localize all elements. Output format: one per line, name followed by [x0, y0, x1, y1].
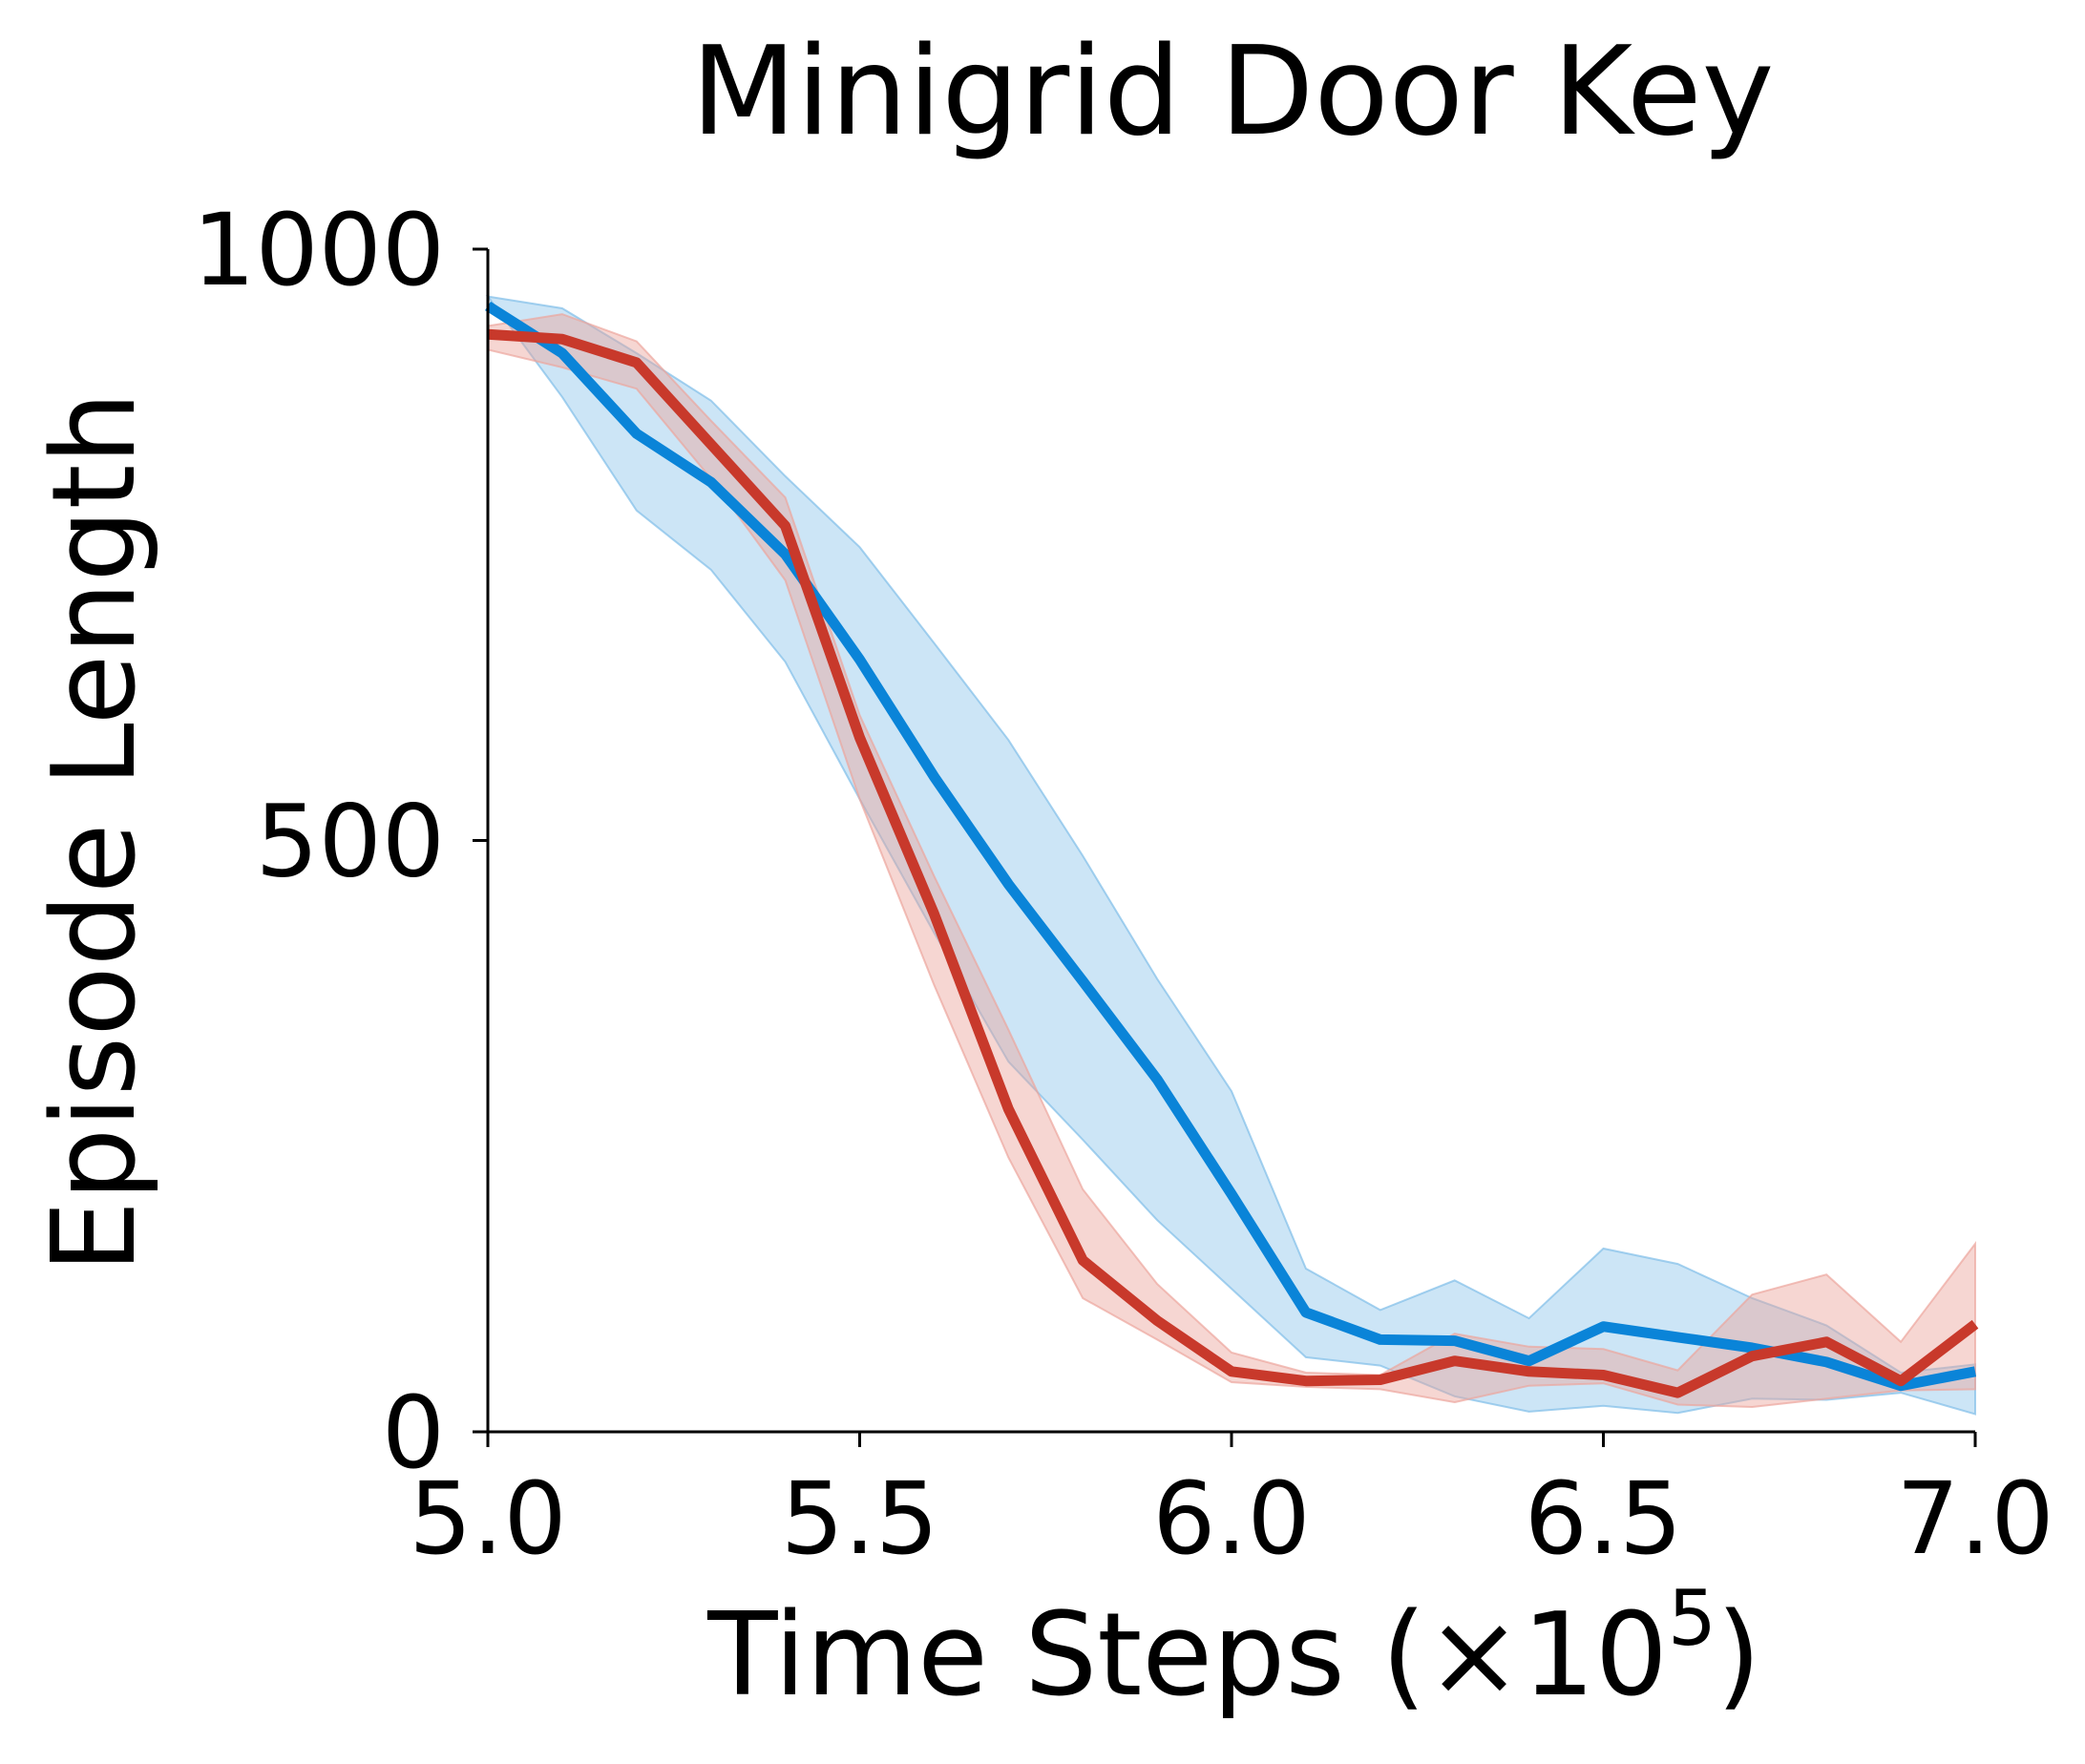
confidence-bands [485, 295, 1976, 1416]
series-line-1 [487, 328, 1979, 1398]
series-lines [485, 301, 1979, 1398]
x-axis-label-end: ) [1716, 1589, 1761, 1722]
y-tick-label: 500 [255, 784, 445, 900]
y-tick-label: 1000 [192, 192, 445, 308]
x-ticks: 5.0 5.5 6.0 6.5 7.0 [409, 1432, 2054, 1577]
x-tick-label: 5.5 [781, 1460, 938, 1577]
confidence-band-1 [487, 313, 1976, 1409]
chart-title: Minigrid Door Key [691, 21, 1775, 163]
x-tick-label: 7.0 [1896, 1460, 2053, 1577]
series-line-0 [485, 301, 1977, 1392]
x-axis-label-exponent: 5 [1668, 1574, 1716, 1663]
x-tick-label: 5.0 [409, 1460, 566, 1577]
x-tick-label: 6.5 [1525, 1460, 1682, 1577]
x-axis-label-text: Time Steps (×10 [706, 1589, 1668, 1722]
x-tick-label: 6.0 [1152, 1460, 1310, 1577]
y-axis-label: Episode Length [29, 391, 161, 1272]
y-tick-label: 0 [382, 1375, 445, 1491]
x-axis-label: Time Steps (×105) [706, 1574, 1761, 1722]
y-ticks: 0 500 1000 [192, 192, 488, 1491]
